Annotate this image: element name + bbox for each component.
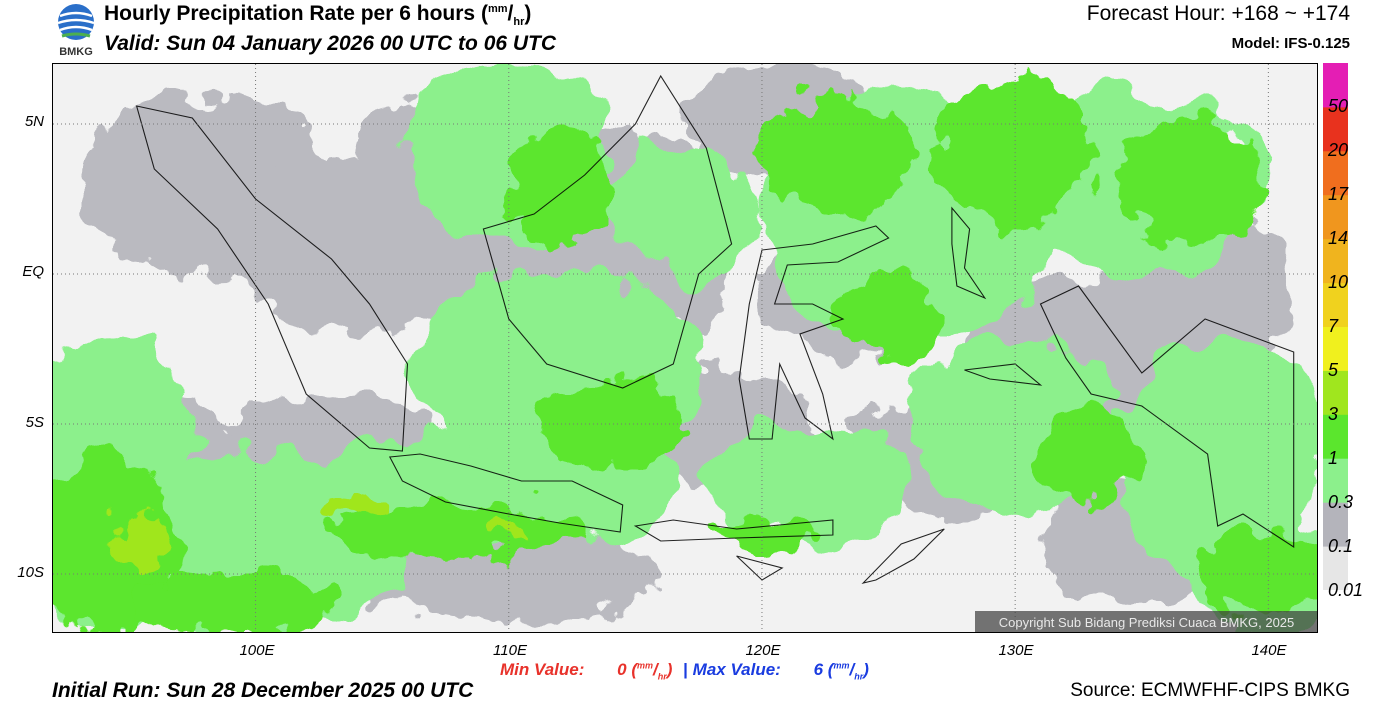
max-unit-num: mm bbox=[833, 660, 850, 671]
bmkg-globe-icon bbox=[57, 4, 95, 40]
island-java bbox=[388, 453, 624, 533]
ygreen-blob-1 bbox=[331, 496, 383, 520]
island-sumba bbox=[736, 555, 784, 581]
min-unit-den: hr bbox=[657, 671, 667, 682]
title-unit: (mm/hr) bbox=[480, 2, 532, 29]
lon-label-110e: 110E bbox=[493, 642, 527, 659]
model-label: Model: IFS-0.125 bbox=[1231, 35, 1350, 52]
valid-time: Valid: Sun 04 January 2026 00 UTC to 06 … bbox=[104, 32, 557, 55]
island-borneo bbox=[482, 74, 733, 389]
max-value-unit: (mm/hr) bbox=[827, 660, 869, 682]
green-blob-1 bbox=[331, 505, 585, 559]
title-unit-num: mm bbox=[487, 3, 508, 15]
green-blob-2 bbox=[534, 379, 686, 469]
min-max-separator: | bbox=[683, 660, 688, 679]
island-halmahera bbox=[951, 206, 987, 300]
island-sulawesi bbox=[738, 225, 890, 441]
island-sumatra bbox=[135, 105, 409, 452]
island-timor bbox=[861, 528, 945, 584]
precip-colorbar bbox=[1323, 63, 1348, 591]
colorbar-svg bbox=[1323, 63, 1348, 591]
map-canvas bbox=[53, 64, 1317, 632]
copyright-notice: Copyright Sub Bidang Prediksi Cuaca BMKG… bbox=[975, 611, 1317, 632]
legend-label-8: 14 bbox=[1328, 228, 1349, 248]
lat-label-5n: 5N bbox=[24, 113, 44, 130]
max-value-label: Max Value: bbox=[692, 660, 781, 679]
ygreen-blob-0 bbox=[116, 502, 167, 574]
legend-label-9: 17 bbox=[1328, 184, 1349, 204]
green-blob-4 bbox=[1116, 124, 1269, 244]
colorbar-segment-1 bbox=[1323, 502, 1348, 547]
colorbar-segment-7 bbox=[1323, 238, 1348, 284]
max-unit-den: hr bbox=[854, 671, 864, 682]
title-text: Hourly Precipitation Rate per 6 hours bbox=[104, 2, 476, 25]
green-fields bbox=[53, 79, 1317, 632]
legend-label-11: 50 bbox=[1328, 96, 1349, 116]
green-blob-9 bbox=[837, 274, 940, 364]
title-unit-den: hr bbox=[513, 16, 525, 29]
legend-label-1: 0.1 bbox=[1328, 536, 1354, 556]
island-flores bbox=[633, 519, 834, 542]
min-unit-num: mm bbox=[637, 660, 654, 671]
legend-label-6: 7 bbox=[1328, 316, 1339, 336]
colorbar-segment-4 bbox=[1323, 370, 1348, 415]
lat-label-10s: 10S bbox=[17, 564, 44, 581]
green-blob-5 bbox=[761, 94, 914, 214]
island-outlines bbox=[135, 74, 1295, 584]
island-seram bbox=[964, 363, 1043, 386]
lgreen-blob-10 bbox=[610, 154, 762, 274]
colorbar-segment-5 bbox=[1323, 326, 1348, 371]
colorbar-segment-6 bbox=[1323, 282, 1348, 327]
max-value: 6 bbox=[813, 660, 824, 679]
green-blob-10 bbox=[1040, 409, 1142, 499]
min-value-label: Min Value: bbox=[500, 660, 585, 679]
colorbar-segment-3 bbox=[1323, 414, 1348, 459]
legend-label-10: 20 bbox=[1328, 140, 1349, 160]
lat-label-5s: 5S bbox=[25, 414, 44, 431]
green-blob-7 bbox=[128, 574, 332, 632]
lon-label-140e: 140E bbox=[1251, 642, 1287, 659]
lon-label-130e: 130E bbox=[998, 642, 1034, 659]
colorbar-segment-2 bbox=[1323, 458, 1348, 503]
legend-label-2: 0.3 bbox=[1328, 492, 1354, 512]
colorbar-segment-8 bbox=[1323, 194, 1348, 240]
data-source: Source: ECMWFHF-CIPS BMKG bbox=[1070, 680, 1350, 701]
lon-label-120e: 120E bbox=[745, 642, 781, 659]
legend-label-7: 10 bbox=[1328, 272, 1349, 292]
green-blob-8 bbox=[508, 124, 611, 244]
legend-label-3: 1 bbox=[1328, 448, 1339, 468]
initial-run: Initial Run: Sun 28 December 2025 00 UTC bbox=[52, 679, 474, 702]
lgreen-blob-9 bbox=[711, 424, 914, 544]
island-papua bbox=[1039, 285, 1295, 549]
colorbar-segment-9 bbox=[1323, 150, 1348, 196]
legend-label-4: 3 bbox=[1328, 404, 1339, 424]
colorbar-segment-11 bbox=[1323, 63, 1348, 108]
min-max-values: Min Value: 0 (mm/hr) | Max Value: 6 (mm/… bbox=[500, 660, 869, 681]
legend-label-5: 5 bbox=[1328, 360, 1339, 380]
bmkg-logo: BMKG bbox=[52, 2, 100, 60]
min-value-unit: (mm/hr) bbox=[631, 660, 673, 682]
colorbar-segment-0 bbox=[1323, 546, 1348, 591]
lgreen-blob-7 bbox=[1116, 334, 1317, 574]
min-value: 0 bbox=[617, 660, 627, 679]
forecast-hour: Forecast Hour: +168 ~ +174 bbox=[1086, 2, 1350, 25]
precipitation-map[interactable]: Copyright Sub Bidang Prediksi Cuaca BMKG… bbox=[52, 63, 1318, 633]
logo-text: BMKG bbox=[59, 46, 93, 58]
map-grid bbox=[53, 64, 1317, 632]
colorbar-segment-10 bbox=[1323, 106, 1348, 152]
legend-label-0: 0.01 bbox=[1328, 580, 1364, 600]
page-title: Hourly Precipitation Rate per 6 hours (m… bbox=[104, 2, 531, 28]
green-blob-3 bbox=[939, 79, 1092, 229]
lon-label-100e: 100E bbox=[239, 642, 275, 659]
lat-label-eq: EQ bbox=[22, 263, 44, 280]
yellow-green-fields bbox=[116, 496, 530, 574]
